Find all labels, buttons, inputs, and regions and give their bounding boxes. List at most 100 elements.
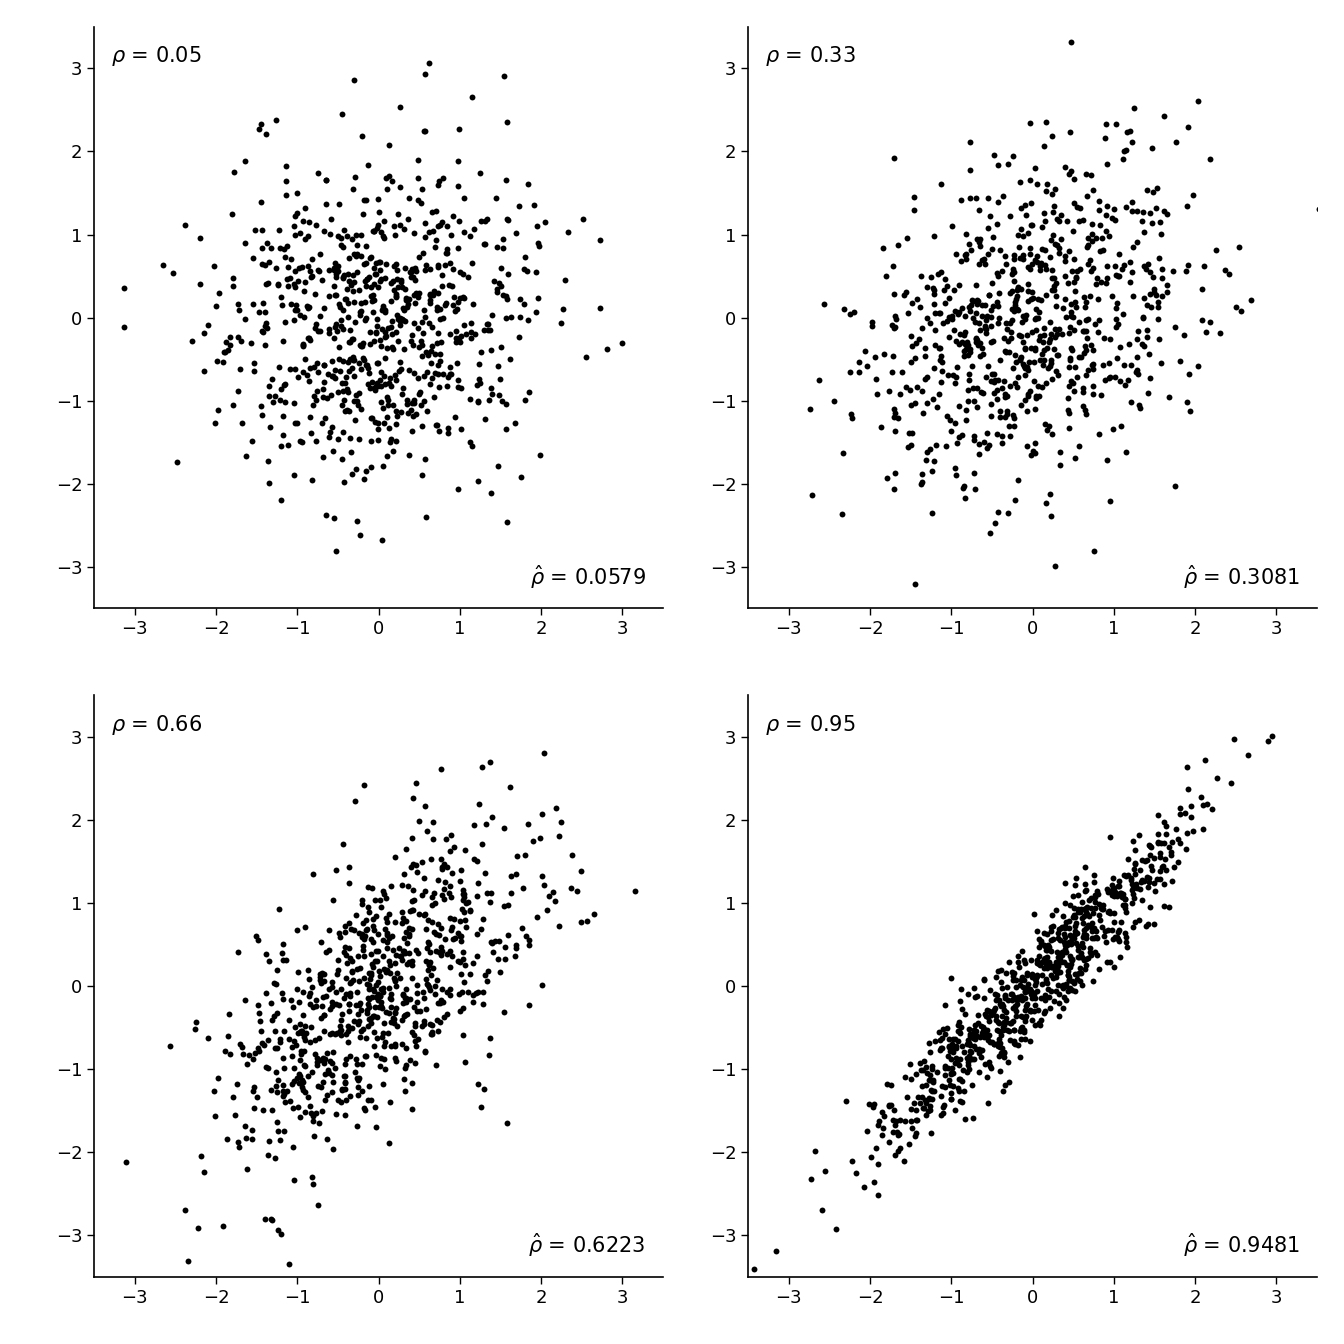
Point — [439, 363, 461, 384]
Point — [431, 884, 453, 906]
Point — [1106, 884, 1128, 906]
Point — [328, 960, 349, 981]
Point — [946, 1013, 968, 1035]
Point — [375, 1059, 396, 1081]
Point — [1075, 954, 1097, 976]
Point — [414, 366, 435, 387]
Point — [413, 323, 434, 344]
Point — [925, 335, 946, 356]
Point — [336, 366, 358, 387]
Point — [384, 364, 406, 386]
Point — [294, 1081, 316, 1102]
Point — [293, 1004, 314, 1025]
Point — [379, 165, 401, 187]
Point — [321, 992, 343, 1013]
Point — [1007, 298, 1028, 320]
Point — [880, 1094, 902, 1116]
Point — [319, 939, 340, 961]
Point — [375, 887, 396, 909]
Point — [1121, 261, 1142, 282]
Point — [1055, 250, 1077, 271]
Point — [313, 220, 335, 242]
Point — [374, 1012, 395, 1034]
Point — [906, 376, 927, 398]
Point — [1093, 328, 1114, 349]
Point — [929, 1021, 950, 1043]
Point — [1146, 824, 1168, 845]
Point — [1027, 308, 1048, 329]
Point — [405, 257, 426, 278]
Point — [1013, 981, 1035, 1003]
Point — [1097, 153, 1118, 175]
Point — [960, 159, 981, 180]
Point — [995, 340, 1016, 362]
Point — [414, 988, 435, 1009]
Point — [1001, 280, 1023, 301]
Point — [974, 1005, 996, 1027]
Point — [473, 320, 495, 341]
Point — [1031, 216, 1052, 238]
Point — [965, 188, 986, 210]
Point — [402, 406, 423, 427]
Point — [900, 292, 922, 313]
Point — [1142, 266, 1164, 288]
Point — [431, 265, 453, 286]
Point — [935, 276, 957, 297]
Point — [505, 934, 527, 956]
Point — [425, 230, 446, 251]
Point — [969, 1039, 991, 1060]
Point — [976, 1027, 997, 1048]
Point — [989, 1032, 1011, 1054]
Point — [401, 266, 422, 288]
Point — [460, 226, 481, 247]
Point — [918, 1101, 939, 1122]
Point — [364, 263, 386, 285]
Point — [399, 926, 421, 948]
Point — [321, 366, 343, 387]
Point — [367, 276, 388, 297]
Point — [1079, 261, 1101, 282]
Point — [886, 1110, 907, 1132]
Point — [194, 1161, 215, 1183]
Point — [374, 1031, 395, 1052]
Point — [1009, 985, 1031, 1007]
Point — [282, 1058, 304, 1079]
Point — [347, 394, 368, 415]
Point — [280, 359, 301, 380]
Point — [1027, 953, 1048, 974]
Point — [1118, 333, 1140, 355]
Point — [496, 285, 517, 306]
Point — [418, 934, 439, 956]
Point — [395, 910, 417, 931]
Point — [863, 1093, 884, 1114]
Point — [398, 923, 419, 945]
Point — [343, 345, 364, 367]
Point — [403, 362, 425, 383]
Point — [331, 1019, 352, 1040]
Point — [930, 1038, 952, 1059]
Point — [988, 501, 1009, 523]
Point — [1021, 964, 1043, 985]
Point — [386, 259, 407, 281]
Point — [1261, 724, 1282, 746]
Text: $\hat{\rho}$ = 0.9481: $\hat{\rho}$ = 0.9481 — [1183, 1231, 1300, 1259]
Point — [426, 1009, 448, 1031]
Point — [375, 325, 396, 347]
Point — [304, 1028, 325, 1050]
Point — [207, 399, 228, 421]
Point — [265, 1038, 286, 1059]
Point — [1125, 852, 1146, 874]
Point — [419, 978, 441, 1000]
Point — [1120, 391, 1141, 413]
Point — [1024, 968, 1046, 989]
Point — [969, 345, 991, 367]
Point — [1030, 954, 1051, 976]
Point — [348, 1011, 370, 1032]
Point — [868, 1110, 890, 1132]
Point — [1098, 367, 1120, 388]
Point — [985, 1005, 1007, 1027]
Point — [288, 1021, 309, 1043]
Point — [1102, 927, 1124, 949]
Point — [493, 1001, 515, 1023]
Point — [1028, 1013, 1050, 1035]
